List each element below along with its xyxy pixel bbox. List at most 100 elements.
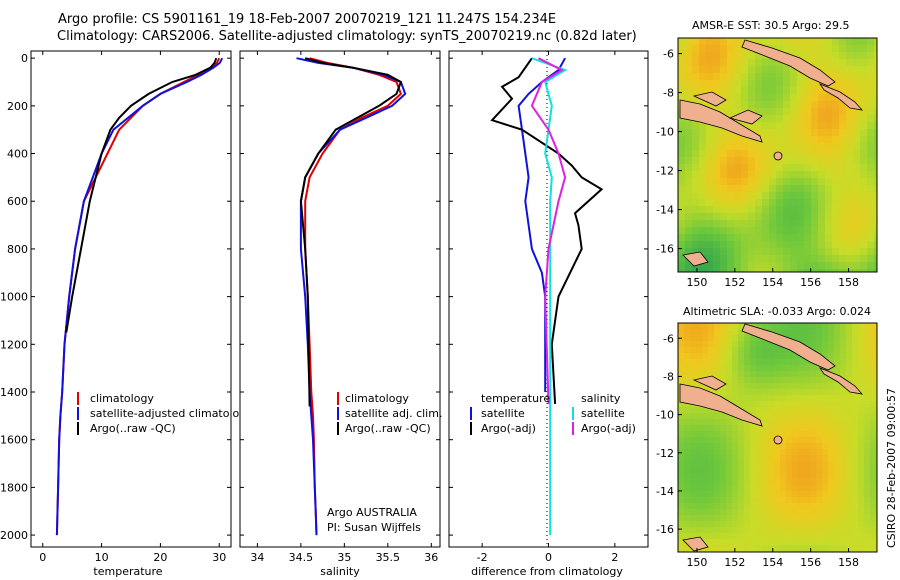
map-cell [840,545,847,552]
map-cell [870,389,877,396]
map-cell [684,467,691,474]
map-cell [708,341,715,348]
map-cell [720,515,727,522]
map-cell [804,497,811,504]
map-cell [702,425,709,432]
map-cell [678,347,685,354]
map-cell [768,479,775,486]
map-cell [804,407,811,414]
map-cell [762,347,769,354]
map-cell [774,443,781,450]
map-cell [762,437,769,444]
map-cell [690,413,697,420]
map-cell [810,497,817,504]
map-cell [846,262,854,270]
map-cell [692,234,700,242]
map-cell [783,227,791,235]
map-cell [786,539,793,546]
map-cell [816,485,823,492]
map-cell [804,521,811,528]
map-cell [690,353,697,360]
map-cell [720,192,728,200]
map-cell [822,467,829,474]
map-cell [696,467,703,474]
map-cell [858,473,865,480]
map-cell [858,401,865,408]
depth-tick-label: 400 [7,148,28,161]
map-cell [818,241,826,249]
coastline-australia-tip [682,251,709,267]
map-cell [870,473,877,480]
map-cell [738,365,745,372]
map-cell [867,38,875,46]
map-cell [790,248,798,256]
map-cell [685,241,693,249]
map-cell [792,479,799,486]
map-cell [804,371,811,378]
map-cell [714,485,721,492]
map-cell [780,491,787,498]
map-cell [846,255,854,263]
map-cell [774,371,781,378]
map-cell [846,401,853,408]
map-cell [696,485,703,492]
map-cell [832,45,840,53]
map-cell [822,425,829,432]
map-cell [780,323,787,330]
map-cell [720,473,727,480]
map-cell [769,38,777,46]
map-cell [734,94,742,102]
map-cell [769,164,777,172]
map-cell [720,129,728,137]
map-cell [792,509,799,516]
map-cell [699,59,707,67]
map-cell [822,455,829,462]
map-cell [706,171,714,179]
map-cell [708,485,715,492]
map-cell [786,347,793,354]
map-cell [690,509,697,516]
map-cell [684,377,691,384]
map-cell [846,449,853,456]
map-cell [744,503,751,510]
map-cell [804,52,812,60]
map-cell [780,371,787,378]
map-cell [825,59,833,67]
map-cell [846,164,854,172]
map-cell [714,443,721,450]
map-cell [786,419,793,426]
map-cell [858,419,865,426]
map-cell [776,87,784,95]
map-cell [720,443,727,450]
map-cell [786,395,793,402]
map-cell [864,377,871,384]
map-cell [750,491,757,498]
map-cell [780,473,787,480]
map-cell [756,341,763,348]
map-cell [792,431,799,438]
map-cell [678,227,686,235]
map-cell [776,59,784,67]
map-cell [732,341,739,348]
map-cell [732,401,739,408]
map-cell [738,545,745,552]
map-cell [792,389,799,396]
map-cell [864,401,871,408]
map-cell [762,255,770,263]
map-cell [853,80,861,88]
map-cell [858,395,865,402]
salinity-xtick-label: 35.5 [376,551,401,564]
map-cell [678,473,685,480]
map-cell [840,539,847,546]
map-cell [762,473,769,480]
map-cell [822,449,829,456]
map-cell [756,395,763,402]
map-cell [734,206,742,214]
map-cell [774,431,781,438]
map-cell [839,87,847,95]
map-cell [867,59,875,67]
map-cell [816,449,823,456]
map-cell [828,359,835,366]
map-cell [685,178,693,186]
map-cell [756,353,763,360]
